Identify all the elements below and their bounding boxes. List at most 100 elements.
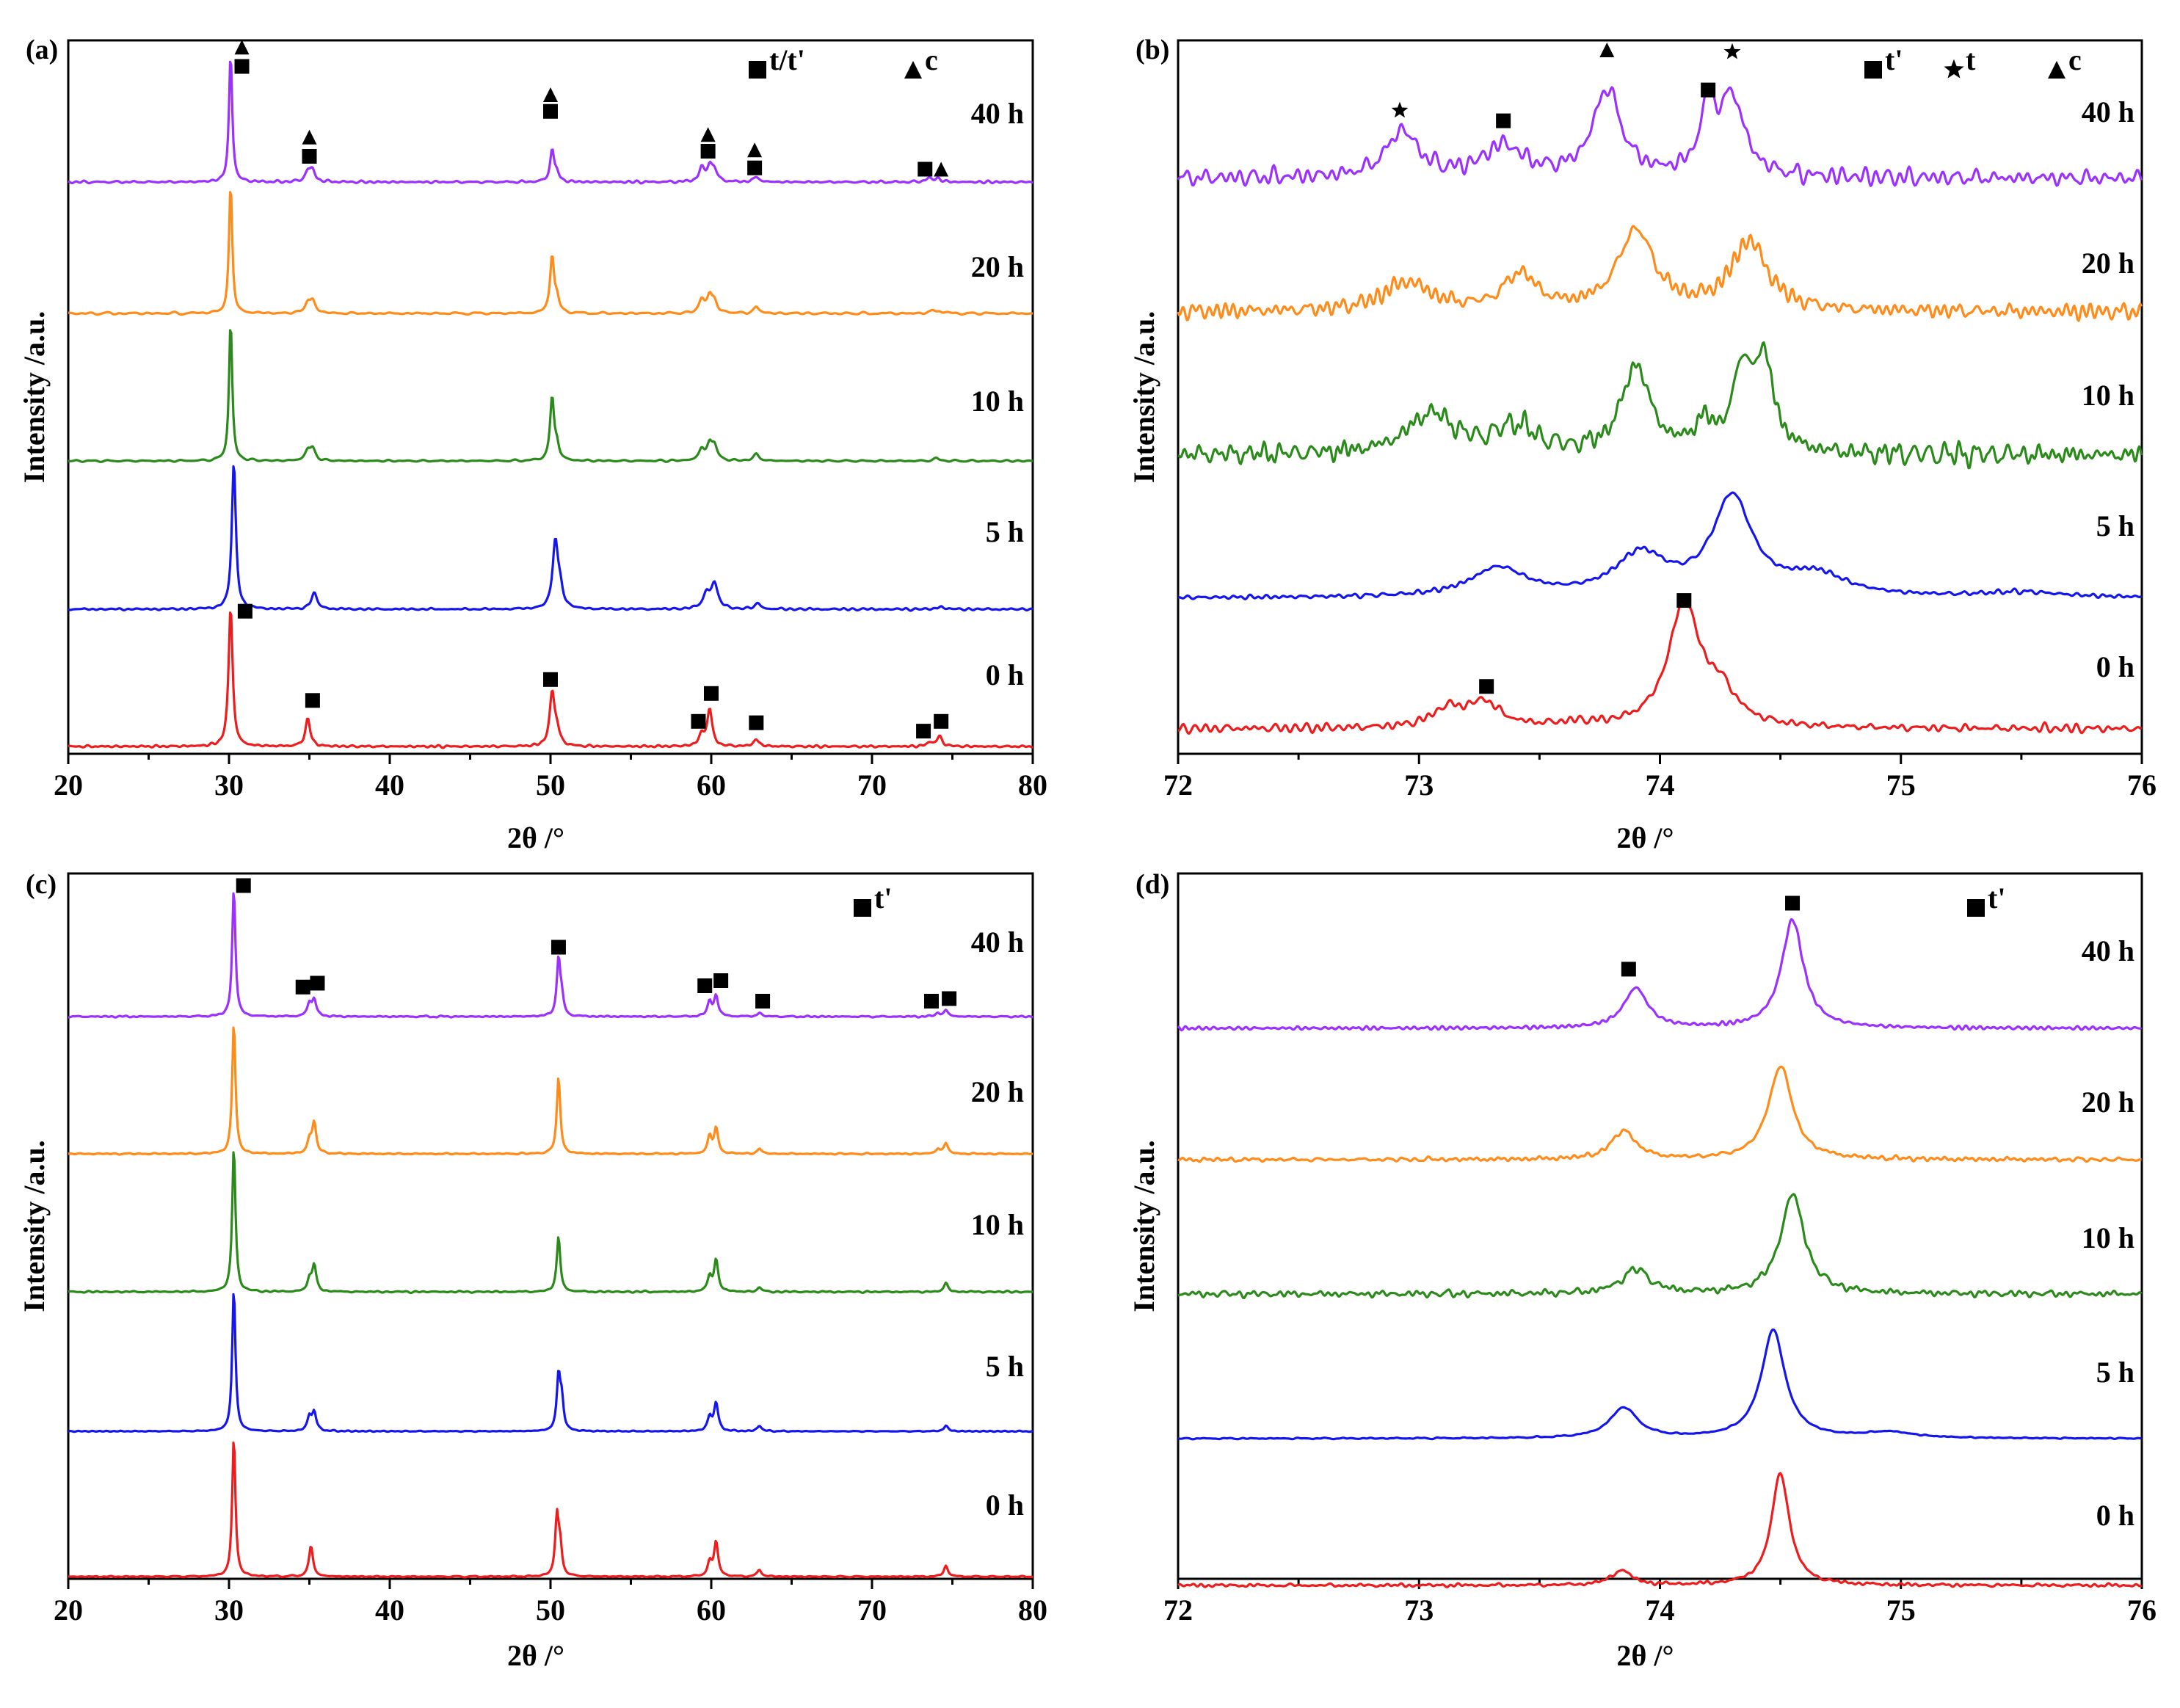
y-axis-label: Intensity /a.u.	[18, 311, 51, 484]
series-line-40-h	[68, 60, 1033, 185]
series-line-5-h	[1177, 491, 2142, 601]
legend-symbol-square	[1864, 61, 1882, 79]
series-label: 40 h	[971, 926, 1024, 959]
panel-a: 20 30 40 50 60 70 80 2θ /° Intensity /a.u. (a) t/t…	[18, 34, 1047, 854]
x-tick-label: 50	[536, 768, 565, 802]
series-label: 0 h	[986, 1489, 1024, 1522]
x-tick-label: 30	[214, 768, 244, 802]
x-axis-label: 2θ /°	[1617, 1639, 1674, 1672]
phase-marker-triangle	[1599, 43, 1615, 57]
x-tick-label: 76	[2127, 1593, 2157, 1627]
phase-marker-square	[543, 103, 558, 119]
series-label: 20 h	[971, 250, 1024, 283]
panel-label: (c)	[26, 869, 57, 900]
series-line-0-h	[68, 611, 1033, 749]
series-label: 10 h	[971, 1208, 1024, 1241]
legend-label: t'	[1988, 882, 2005, 915]
legend-symbol-triangle	[2048, 61, 2065, 79]
phase-marker-square	[749, 715, 764, 730]
x-tick-label: 40	[375, 768, 404, 802]
phase-marker-square	[691, 713, 706, 729]
series-label: 0 h	[2096, 650, 2134, 683]
phase-marker-star	[1723, 43, 1741, 59]
panel-d: 72 73 74 75 76 2θ /° Intensity /a.u. (d) t' 40 h 2…	[1127, 869, 2157, 1672]
phase-marker-square	[302, 149, 317, 164]
panel-label: (a)	[26, 34, 58, 65]
phase-marker-square	[1479, 679, 1494, 694]
legend-label: t'	[1885, 43, 1903, 76]
legend-label: t'	[874, 882, 892, 915]
phase-marker-square	[237, 603, 252, 619]
phase-marker-square	[236, 878, 251, 893]
phase-marker-square	[305, 693, 320, 708]
phase-marker-square	[916, 724, 931, 739]
legend-symbol-triangle	[904, 61, 922, 79]
x-tick-label: 72	[1163, 768, 1193, 802]
series-label: 20 h	[971, 1075, 1024, 1108]
phase-marker-triangle	[302, 129, 317, 145]
x-tick-label: 60	[697, 768, 726, 802]
series-line-40-h	[1177, 917, 2143, 1032]
series-label: 5 h	[986, 1350, 1024, 1383]
phase-marker-square	[1496, 113, 1511, 128]
x-tick-label: 72	[1163, 1593, 1193, 1627]
legend-symbol-star	[1944, 59, 1964, 79]
phase-marker-square	[918, 161, 933, 177]
phase-marker-square	[934, 713, 949, 729]
series-line-20-h	[1177, 1065, 2142, 1163]
x-tick-label: 76	[2127, 768, 2157, 802]
series-line-10-h	[68, 329, 1033, 463]
series-line-5-h	[68, 465, 1033, 612]
series-line-0-h	[1177, 1472, 2143, 1588]
legend-label: t	[1966, 43, 1976, 76]
x-tick-label: 80	[1018, 768, 1047, 802]
phase-marker-square	[1676, 593, 1692, 608]
phase-marker-triangle	[747, 142, 763, 158]
series-label: 40 h	[971, 97, 1024, 130]
x-tick-label: 30	[214, 1593, 244, 1627]
series-line-20-h	[68, 1026, 1033, 1156]
x-tick-label: 40	[375, 1593, 404, 1627]
phase-marker-triangle	[700, 127, 716, 142]
phase-marker-square	[1621, 962, 1636, 977]
series-label: 10 h	[2082, 379, 2134, 412]
phase-marker-square	[700, 144, 716, 159]
phase-marker-star	[1391, 101, 1409, 118]
legend-symbol-square	[1967, 899, 1985, 917]
phase-marker-square	[234, 59, 250, 74]
series-line-10-h	[1177, 341, 2143, 470]
x-axis-label: 2θ /°	[507, 821, 564, 854]
legend-label: t/t'	[769, 43, 805, 76]
panel-b: 72 73 74 75 76 2θ /° Intensity /a.u. (b) t' t c40 …	[1127, 34, 2157, 854]
phase-marker-square	[310, 975, 325, 991]
series-line-0-h	[68, 1441, 1033, 1579]
phase-marker-square	[1701, 82, 1716, 98]
phase-marker-square	[551, 940, 566, 955]
x-tick-label: 75	[1886, 768, 1916, 802]
phase-marker-square	[543, 672, 558, 687]
phase-marker-triangle	[543, 87, 558, 102]
series-label: 20 h	[2082, 1086, 2134, 1119]
x-tick-label: 60	[697, 1593, 726, 1627]
x-tick-label: 70	[857, 768, 887, 802]
panel-c: 20 30 40 50 60 70 80 2θ /° Intensity /a.u. (c) t' 4…	[18, 869, 1047, 1672]
series-line-10-h	[1177, 1193, 2143, 1300]
series-line-0-h	[1177, 600, 2143, 735]
phase-marker-square	[1785, 895, 1801, 911]
phase-marker-square	[704, 686, 719, 701]
phase-marker-triangle	[234, 40, 250, 55]
phase-marker-square	[755, 994, 771, 1009]
legend-symbol-square	[854, 899, 871, 917]
panel-label: (d)	[1136, 869, 1169, 900]
x-tick-label: 20	[54, 1593, 83, 1627]
series-label: 40 h	[2082, 95, 2134, 128]
x-tick-label: 73	[1404, 1593, 1434, 1627]
series-label: 40 h	[2082, 934, 2134, 967]
phase-marker-square	[747, 160, 763, 175]
panel-label: (b)	[1136, 34, 1169, 65]
phase-marker-square	[713, 973, 729, 988]
phase-marker-square	[295, 979, 310, 995]
x-tick-label: 74	[1646, 1593, 1675, 1627]
